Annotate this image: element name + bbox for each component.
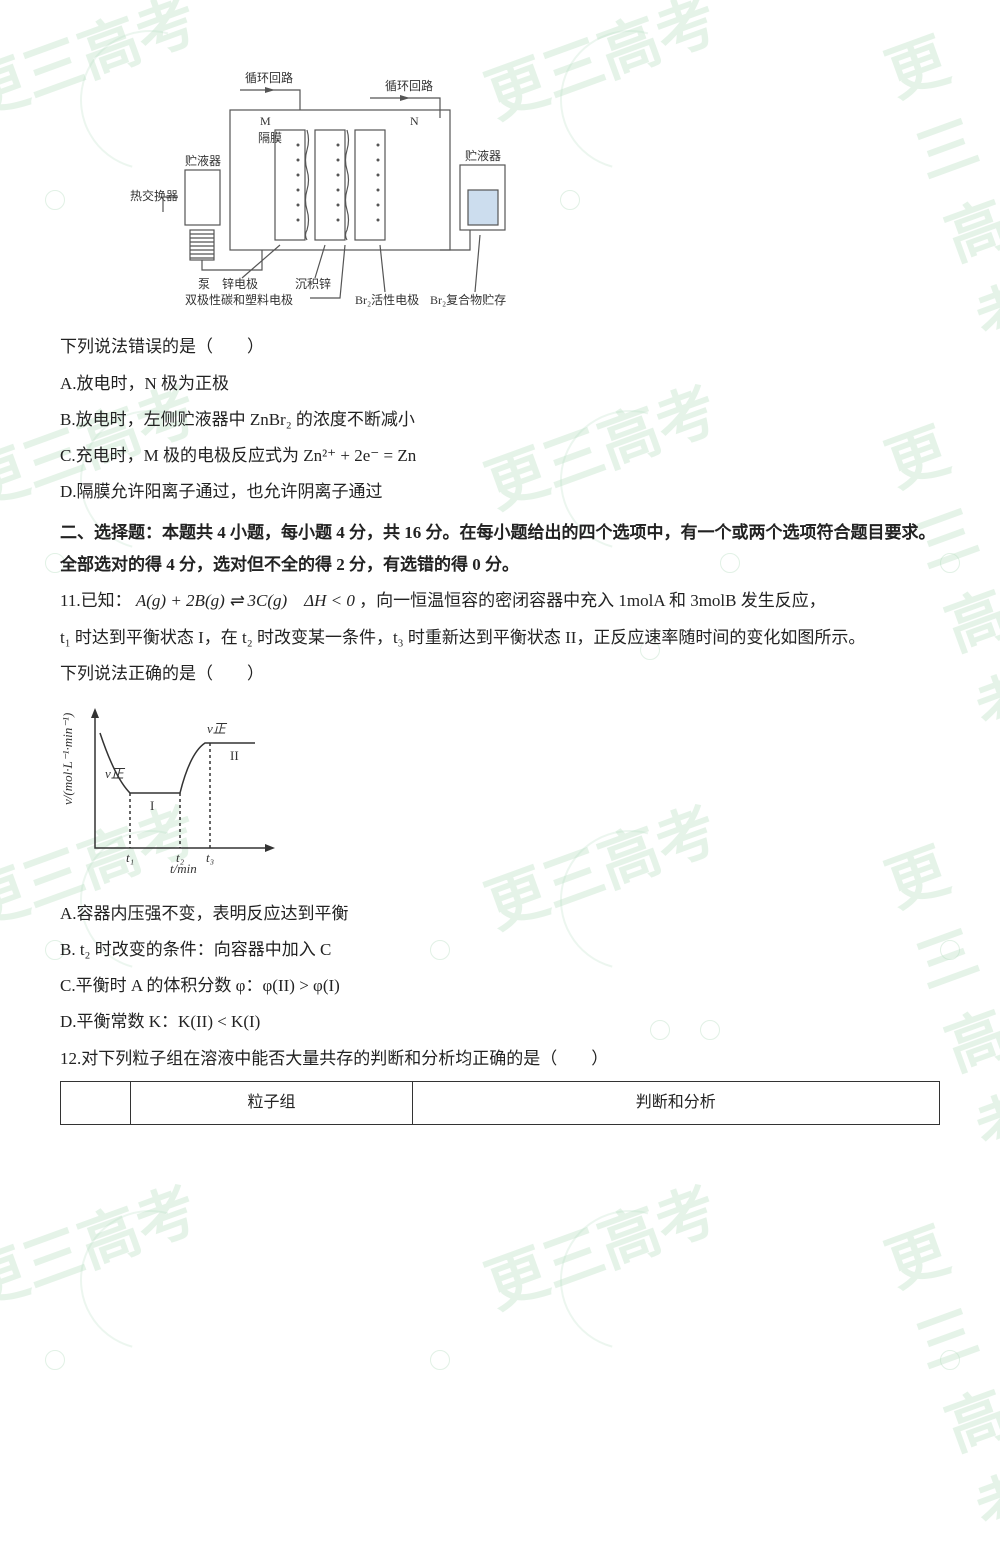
battery-diagram: 循环回路 循环回路 M N 隔膜: [130, 70, 940, 321]
q11-region-1: I: [150, 798, 154, 813]
watermark-arc: [534, 1184, 725, 1375]
watermark-circle: [940, 1350, 960, 1370]
q11-vlabel-1: v正: [105, 766, 126, 781]
watermark-text: 更三高考: [0, 1162, 208, 1326]
watermark-circle: [45, 1350, 65, 1370]
label-loop-left: 循环回路: [245, 70, 293, 85]
section2-header: 二、选择题：本题共 4 小题，每小题 4 分，共 16 分。在每小题给出的四个选…: [60, 517, 940, 582]
q12-table: 粒子组 判断和分析: [60, 1081, 940, 1125]
label-bipolar: 双极性碳和塑料电极: [185, 292, 293, 307]
label-br-complex: Br₂复合物贮存: [430, 292, 506, 307]
q10-option-c: C.充电时，M 极的电极反应式为 Zn²⁺ + 2e⁻ = Zn: [60, 440, 940, 472]
q11-xtick-2: t₂: [176, 850, 185, 865]
table-header-blank: [61, 1082, 131, 1125]
q10-option-a: A.放电时，N 极为正极: [60, 368, 940, 400]
watermark-text: 更三高考: [472, 1162, 727, 1326]
q11-xtick-3: t₃: [206, 850, 214, 865]
q11-option-d: D.平衡常数 K：K(II) < K(I): [60, 1006, 940, 1038]
q11-chart: v/(mol·L⁻¹·min⁻¹) t/min t₁ t₂ t₃ I II v正…: [60, 698, 940, 889]
label-reservoir-left: 贮液器: [185, 153, 221, 168]
q11-ylabel: v/(mol·L⁻¹·min⁻¹): [60, 713, 75, 805]
label-M: M: [260, 114, 271, 128]
page-content: 循环回路 循环回路 M N 隔膜: [0, 0, 1000, 1165]
label-deposited-zn: 沉积锌: [295, 277, 331, 291]
q12-stem: 12.对下列粒子组在溶液中能否大量共存的判断和分析均正确的是（ ）: [60, 1043, 940, 1075]
q11-option-a: A.容器内压强不变，表明反应达到平衡: [60, 898, 940, 930]
q11-option-b: B. t₂ 时改变的条件：向容器中加入 C: [60, 934, 940, 966]
q11-vlabel-2: v正: [207, 721, 228, 736]
label-N: N: [410, 114, 419, 128]
q11-suffix: ，向一恒温恒容的密闭容器中充入 1molA 和 3molB 发生反应，: [359, 591, 826, 610]
table-header-analysis: 判断和分析: [412, 1082, 939, 1125]
q11-prefix: 11.已知：: [60, 591, 132, 610]
label-pump: 泵: [198, 277, 210, 291]
watermark-text: 更三高考: [873, 1199, 1000, 1549]
q11-xtick-1: t₁: [126, 850, 134, 865]
label-reservoir-right: 贮液器: [465, 148, 501, 163]
q10-option-d: D.隔膜允许阳离子通过，也允许阴离子通过: [60, 476, 940, 508]
q11-option-c: C.平衡时 A 的体积分数 φ：φ(II) > φ(I): [60, 970, 940, 1002]
label-loop-right: 循环回路: [385, 78, 433, 93]
q11-stem-line1: 11.已知： A(g) + 2B(g) ⇌ 3C(g) ΔH < 0 ，向一恒温…: [60, 585, 940, 617]
q10-stem: 下列说法错误的是（ ）: [60, 331, 940, 363]
label-zn-electrode: 锌电极: [222, 277, 258, 291]
q11-region-2: II: [230, 748, 239, 763]
q11-equation: A(g) + 2B(g) ⇌ 3C(g) ΔH < 0: [136, 591, 355, 610]
label-br-active: Br₂活性电极: [355, 293, 419, 307]
table-row: 粒子组 判断和分析: [61, 1082, 940, 1125]
watermark-arc: [54, 1184, 245, 1375]
q10-option-b: B.放电时，左侧贮液器中 ZnBr₂ 的浓度不断减小: [60, 404, 940, 436]
label-heat-exchanger: 热交换器: [130, 188, 178, 203]
q11-stem-line2: t₁ 时达到平衡状态 I，在 t₂ 时改变某一条件，t₃ 时重新达到平衡状态 I…: [60, 622, 940, 654]
label-membrane: 隔膜: [258, 131, 282, 145]
q11-stem-line3: 下列说法正确的是（ ）: [60, 658, 940, 690]
table-header-group: 粒子组: [131, 1082, 412, 1125]
watermark-circle: [430, 1350, 450, 1370]
